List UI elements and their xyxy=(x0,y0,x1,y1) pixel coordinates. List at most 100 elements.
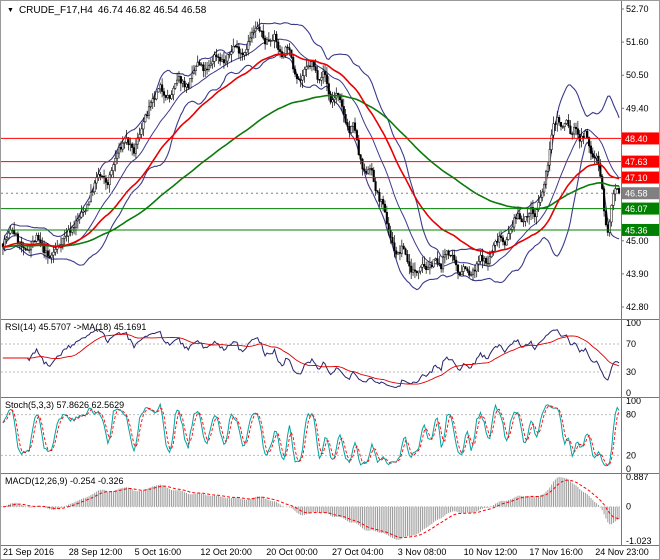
candle-body xyxy=(260,30,263,32)
candle-body xyxy=(243,52,246,56)
candle-body xyxy=(464,266,467,270)
candle-body xyxy=(488,256,491,264)
symbol-label: CRUDE_F17,H4 xyxy=(18,5,93,16)
candle-body xyxy=(63,235,66,239)
price-label-box xyxy=(622,202,659,215)
candle-body xyxy=(490,250,493,258)
candle-body xyxy=(179,76,182,84)
candle-body xyxy=(33,240,36,243)
candle-body xyxy=(494,240,497,246)
candle-body xyxy=(393,242,396,252)
candle-body xyxy=(86,204,89,212)
candle-body xyxy=(286,46,289,49)
candle-body xyxy=(406,254,409,262)
candle-body xyxy=(389,229,392,238)
candle-body xyxy=(224,60,227,64)
candle-body xyxy=(582,135,585,139)
candle-body xyxy=(303,69,306,77)
candle-body xyxy=(28,249,31,251)
candle-body xyxy=(327,83,330,95)
candle-body xyxy=(192,70,196,74)
candle-body xyxy=(350,126,353,133)
bollinger-middle xyxy=(2,38,620,267)
candle-body xyxy=(84,210,87,212)
candle-body xyxy=(367,169,370,174)
candle-body xyxy=(215,54,218,58)
candle-body xyxy=(398,252,402,254)
time-axis-label: 21 Sep 2016 xyxy=(3,547,55,557)
chart-dropdown-icon[interactable]: ▼ xyxy=(7,6,14,14)
candle-body xyxy=(198,62,201,66)
candle-body xyxy=(157,88,160,93)
candle-body xyxy=(108,174,111,186)
candle-body xyxy=(329,93,332,103)
rsi-scale-label: 30 xyxy=(626,367,636,377)
candle-body xyxy=(207,65,210,70)
candle-body xyxy=(505,239,508,246)
candle-body xyxy=(378,192,381,202)
candle-body xyxy=(483,258,486,262)
candle-body xyxy=(473,269,476,272)
candle-body xyxy=(501,237,505,243)
candle-body xyxy=(294,68,297,75)
candle-body xyxy=(20,241,23,248)
rsi-indicator-label: RSI(14) 45.5707 ->MA(18) 45.1691 xyxy=(5,322,147,332)
candle-body xyxy=(496,240,499,243)
candle-body xyxy=(250,32,254,39)
candle-body xyxy=(82,210,85,213)
candle-body xyxy=(561,126,564,128)
candle-body xyxy=(524,216,527,222)
price-label: 46.07 xyxy=(625,204,648,214)
candle-body xyxy=(498,235,501,243)
price-label: 47.10 xyxy=(625,173,648,183)
candle-body xyxy=(599,163,602,177)
candle-body xyxy=(123,141,126,144)
candle-body xyxy=(344,114,347,123)
candle-body xyxy=(166,95,169,98)
candle-body xyxy=(264,37,267,45)
candle-body xyxy=(318,79,321,81)
candle-body xyxy=(295,73,299,79)
time-axis[interactable]: 21 Sep 2016 28 Sep 12:00 5 Oct 16:00 12 Oct… xyxy=(1,547,659,559)
bollinger-lower xyxy=(2,53,620,291)
price-label-box xyxy=(622,223,659,236)
price-label-box xyxy=(622,187,659,200)
candle-body xyxy=(492,244,495,252)
candle-body xyxy=(52,251,55,256)
macd-scale-label: 0 xyxy=(626,502,631,512)
candle-body xyxy=(284,46,287,56)
candle-body xyxy=(277,41,280,50)
price-axis-label: 42.80 xyxy=(626,302,649,312)
candle-body xyxy=(584,130,587,139)
candle-body xyxy=(22,246,25,249)
time-axis-label: 10 Nov 12:00 xyxy=(463,547,518,557)
candle-body xyxy=(61,237,64,245)
candle-body xyxy=(468,270,471,276)
candle-body xyxy=(408,261,411,267)
stoch-signal-line xyxy=(2,405,620,466)
candle-body xyxy=(548,149,551,166)
candle-body xyxy=(217,56,220,58)
price-axis-label: 52.70 xyxy=(626,4,649,14)
candle-body xyxy=(610,205,613,223)
candle-body xyxy=(500,235,503,238)
candle-body xyxy=(247,41,250,50)
candle-body xyxy=(348,125,351,133)
candle-body xyxy=(117,146,121,154)
candles[interactable] xyxy=(1,18,621,282)
candle-body xyxy=(520,218,523,223)
candle-body xyxy=(91,191,94,193)
candle-body xyxy=(586,130,589,138)
price-axis-label: 45.00 xyxy=(626,236,649,246)
candle-body xyxy=(76,218,79,222)
candle-body xyxy=(234,46,237,48)
candle-body xyxy=(325,74,328,84)
candle-body xyxy=(589,145,593,154)
candle-body xyxy=(591,153,594,158)
candle-body xyxy=(189,78,192,89)
candle-body xyxy=(162,91,166,96)
candle-body xyxy=(232,46,235,53)
candle-body xyxy=(370,168,373,171)
candle-body xyxy=(618,188,621,194)
